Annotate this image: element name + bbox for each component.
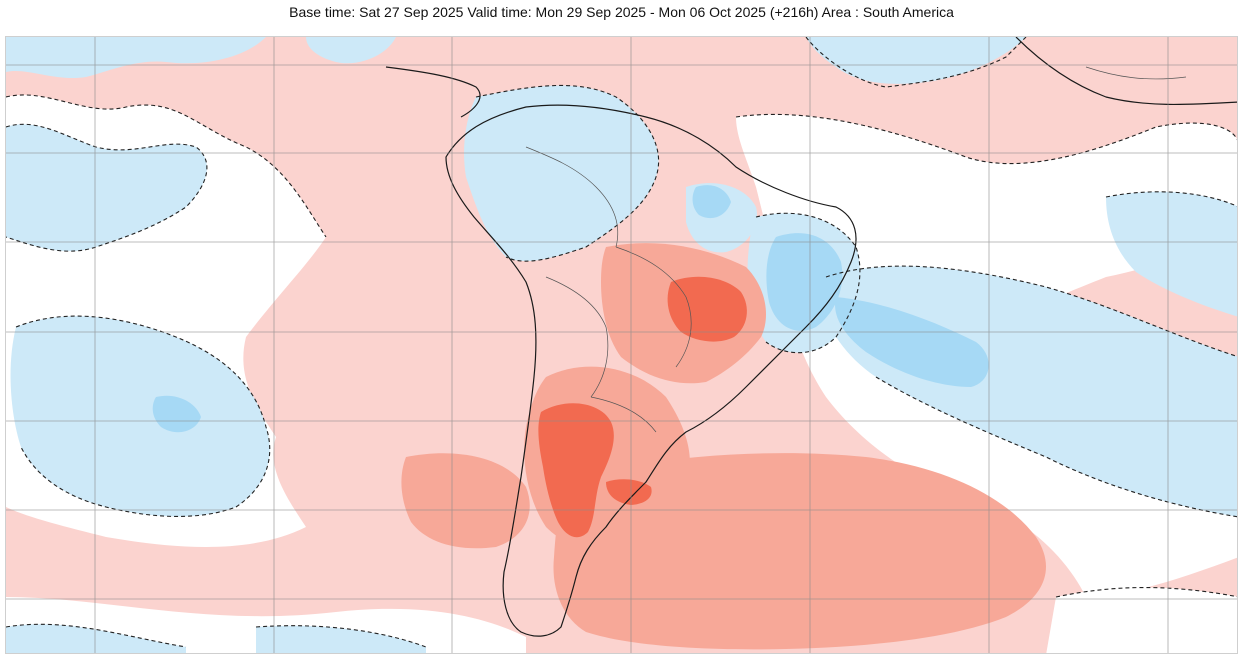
graticule: [6, 37, 1237, 653]
negative-anomaly-strong: [152, 185, 989, 433]
anomaly-map: [5, 36, 1238, 654]
zero-contour-lines: [6, 37, 1237, 648]
country-borders: [525, 66, 1187, 433]
coastline: [385, 37, 1237, 637]
negative-anomaly-areas: [6, 37, 1237, 653]
map-title: Base time: Sat 27 Sep 2025 Valid time: M…: [289, 4, 954, 20]
positive-anomaly-strong: [538, 276, 747, 538]
